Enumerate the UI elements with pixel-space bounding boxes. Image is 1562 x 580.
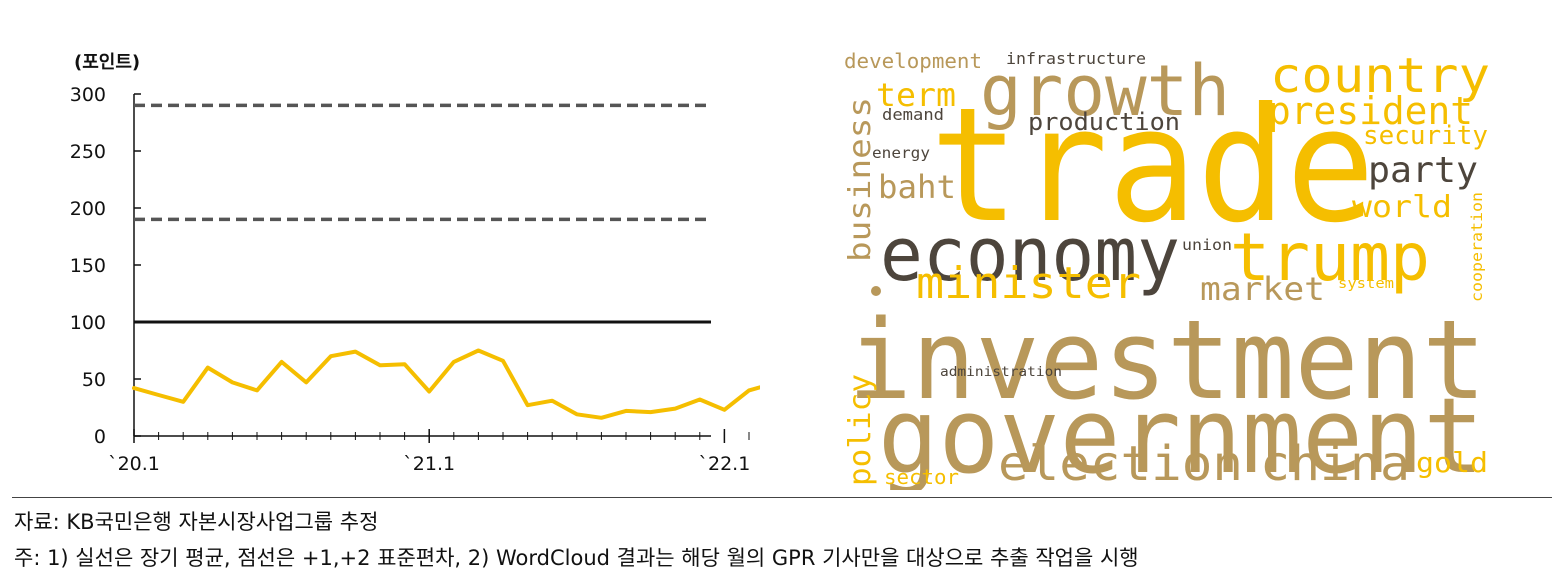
word-world: world [1352,190,1452,225]
y-tick-label: 100 [70,312,106,334]
word-president: president [1268,89,1473,133]
word-policy: policy [843,374,878,486]
y-tick-label: 250 [70,141,106,163]
word-market: market [1200,270,1325,308]
word-production: production [1028,108,1180,136]
divider-line [12,497,1552,498]
word-minister: minister [916,258,1141,309]
y-tick-label: 50 [82,369,106,391]
y-tick-label: 300 [70,84,106,106]
word-cooperation: cooperation [1468,192,1486,302]
word-sector: sector [884,465,959,489]
word-energy: energy [872,144,930,162]
x-axis: `20.1`21.1`22.1`23.1`24.1 [108,429,750,475]
source-note: 자료: KB국민은행 자본시장사업그룹 추정 [14,510,379,534]
word-trump: trump [1230,219,1430,296]
word-election: election [998,436,1243,490]
word-development: development [844,49,982,73]
x-tick-label: `20.1 [108,453,160,475]
y-unit-label: (포인트) [74,52,140,73]
y-tick-label: 150 [70,255,106,277]
word-party: party [1368,150,1478,191]
word-system: system [1338,276,1394,292]
word-growth: growth [980,50,1230,132]
word-term: term [876,76,956,114]
series-line [132,348,760,420]
word-government: government [878,375,1484,490]
reference-lines [134,103,711,324]
word-demand: demand [882,105,944,124]
word-security: security [1363,121,1488,151]
word-country: country [1270,48,1490,104]
cloud-dot [871,286,881,296]
word-china: china [1260,436,1410,490]
word-business: business [843,97,878,262]
footnote: 주: 1) 실선은 장기 평균, 점선은 +1,+2 표준편차, 2) Word… [14,546,1139,570]
y-axis: 0 50 100 150 200 250 300 [70,84,141,448]
word-investment: investment [848,296,1486,424]
word-baht: baht [878,168,956,206]
word-union: union [1182,236,1232,254]
y-tick-label: 0 [94,426,106,448]
x-tick-label: `22.1 [698,453,750,475]
word-administration: administration [940,365,1062,380]
x-tick-label: `21.1 [403,453,455,475]
word-gold: gold [1416,446,1488,479]
word-trade: trade [930,74,1375,258]
gpr-line-chart: (포인트) 0 50 100 150 200 250 300 `20.1 `21.1 `22.1… [70,52,760,475]
y-tick-label: 200 [70,198,106,220]
word-economy: economy [880,212,1180,298]
word-infrastructure: infrastructure [1006,49,1146,68]
